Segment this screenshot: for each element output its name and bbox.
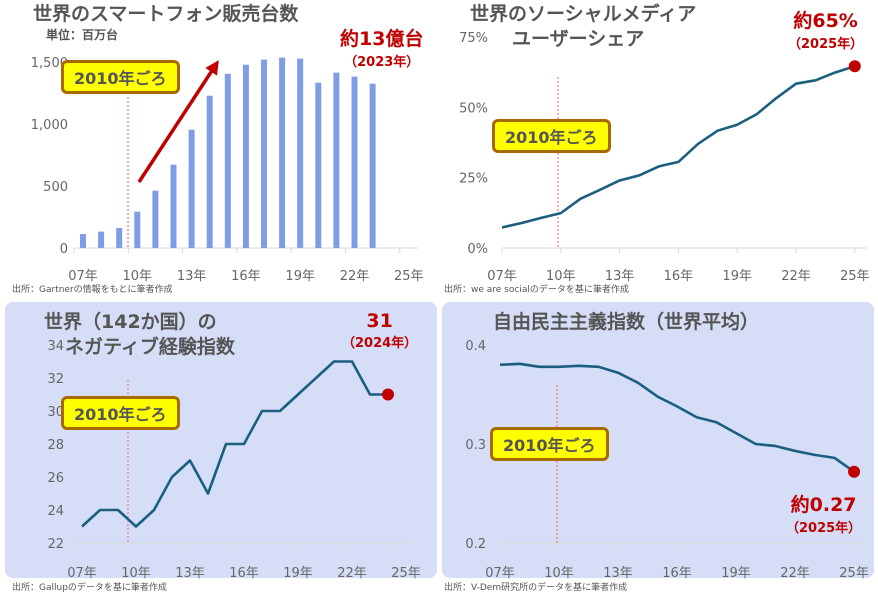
x-tick-label: 25年 [391, 566, 421, 581]
x-tick-label: 19年 [283, 566, 313, 581]
chart-title-line2: ネガティブ経験指数 [65, 336, 235, 358]
y-tick-label: 500 [43, 180, 68, 195]
x-tick-label: 10年 [544, 566, 574, 581]
chart-title: 世界のスマートフォン販売台数 [33, 3, 299, 25]
bar [242, 64, 249, 248]
unit-label: 単位：百万台 [46, 28, 119, 42]
x-tick-label: 10年 [546, 269, 576, 284]
x-tick-label: 13年 [603, 566, 633, 581]
x-tick-label: 07年 [68, 269, 98, 284]
y-tick-label: 22 [47, 537, 64, 552]
x-tick-label: 10年 [121, 566, 151, 581]
x-tick-label: 16年 [231, 269, 261, 284]
x-tick-label: 10年 [123, 269, 153, 284]
y-tick-label: 0.4 [465, 339, 486, 354]
x-tick-label: 22年 [781, 269, 811, 284]
badge-2010: 2010年ごろ [61, 396, 180, 430]
annotation: 約13億台 （2023年） [340, 24, 423, 70]
y-tick-label: 0 [60, 242, 68, 257]
x-tick-label: 07年 [67, 566, 97, 581]
data-point [382, 388, 394, 401]
annotation-year: （2025年） [786, 521, 862, 536]
annotation: 約65% （2025年） [788, 6, 863, 52]
x-tick-label: 13年 [177, 269, 207, 284]
bar [116, 228, 123, 248]
y-tick-label: 32 [47, 372, 64, 387]
y-tick-label: 24 [47, 504, 64, 519]
annotation: 約0.27 （2025年） [786, 490, 861, 536]
bar [188, 129, 195, 248]
x-tick-label: 22年 [340, 269, 370, 284]
bar [315, 82, 322, 248]
bar [80, 233, 86, 248]
chart-title: 世界（142か国）の [44, 311, 217, 333]
data-point [848, 465, 861, 478]
x-tick-label: 19年 [722, 269, 752, 284]
x-tick-label: 25年 [840, 269, 870, 284]
annotation: 31 （2024年） [342, 310, 417, 351]
badge-2010: 2010年ごろ [61, 60, 180, 94]
bar [98, 231, 105, 248]
x-tick-label: 16年 [662, 566, 692, 581]
annotation-value: 約65% [793, 10, 858, 32]
y-tick-label: 26 [47, 471, 64, 486]
annotation-year: （2024年） [342, 336, 418, 351]
y-tick-label: 0.3 [465, 438, 486, 453]
data-point [848, 60, 861, 73]
bar [134, 211, 141, 248]
y-tick-label: 25% [459, 172, 488, 187]
y-tick-label: 1,000 [31, 118, 68, 133]
y-tick-label: 28 [47, 438, 64, 453]
x-tick-label: 22年 [780, 566, 810, 581]
y-tick-label: 50% [459, 101, 488, 116]
x-tick-label: 13年 [605, 269, 635, 284]
chart-title: 自由民主主義指数（世界平均） [493, 311, 760, 333]
bar [279, 57, 286, 248]
x-tick-label: 07年 [485, 566, 515, 581]
bar [297, 58, 304, 248]
bar [152, 190, 159, 248]
x-tick-label: 22年 [337, 566, 367, 581]
x-tick-label: 13年 [175, 566, 205, 581]
y-tick-label: 0.2 [465, 537, 486, 552]
y-tick-label: 0% [467, 242, 488, 257]
chart-title: 世界のソーシャルメディア [470, 3, 697, 25]
y-tick-label: 30 [47, 405, 64, 420]
bar [369, 83, 376, 248]
annotation-year: （2023年） [344, 55, 420, 70]
bar [224, 73, 231, 248]
x-tick-label: 16年 [229, 566, 259, 581]
source-note: 出所：Gallupのデータを基に筆者作成 [12, 583, 167, 593]
x-tick-label: 07年 [487, 269, 517, 284]
x-tick-label: 25年 [839, 566, 869, 581]
bar [351, 76, 358, 248]
growth-arrow [137, 60, 219, 183]
series-line [81, 360, 388, 528]
source-note: 出所：V-Dem研究所のデータを基に筆者作成 [444, 583, 628, 593]
annotation-value: 約13億台 [340, 28, 424, 50]
y-tick-label: 1,500 [31, 56, 68, 71]
x-tick-label: 19年 [285, 269, 315, 284]
bar [333, 72, 340, 248]
y-tick-label: 75% [459, 31, 488, 46]
source-note: 出所：Gartnerの情報をもとに筆者作成 [12, 285, 173, 295]
bar [170, 164, 177, 248]
x-tick-label: 16年 [664, 269, 694, 284]
source-note: 出所：we are socialのデータを基に筆者作成 [444, 285, 629, 295]
annotation-year: （2025年） [788, 37, 864, 52]
annotation-value: 約0.27 [790, 494, 857, 516]
chart-title-line2: ユーザーシェア [512, 28, 645, 50]
bar [261, 59, 267, 249]
x-tick-label: 25年 [394, 269, 424, 284]
y-tick-label: 34 [47, 339, 64, 354]
annotation-value: 31 [366, 310, 393, 332]
bar [206, 95, 213, 248]
x-tick-label: 19年 [721, 566, 751, 581]
negative-panel-bg [5, 302, 437, 578]
badge-2010: 2010年ごろ [492, 119, 611, 153]
badge-2010: 2010年ごろ [490, 427, 609, 461]
